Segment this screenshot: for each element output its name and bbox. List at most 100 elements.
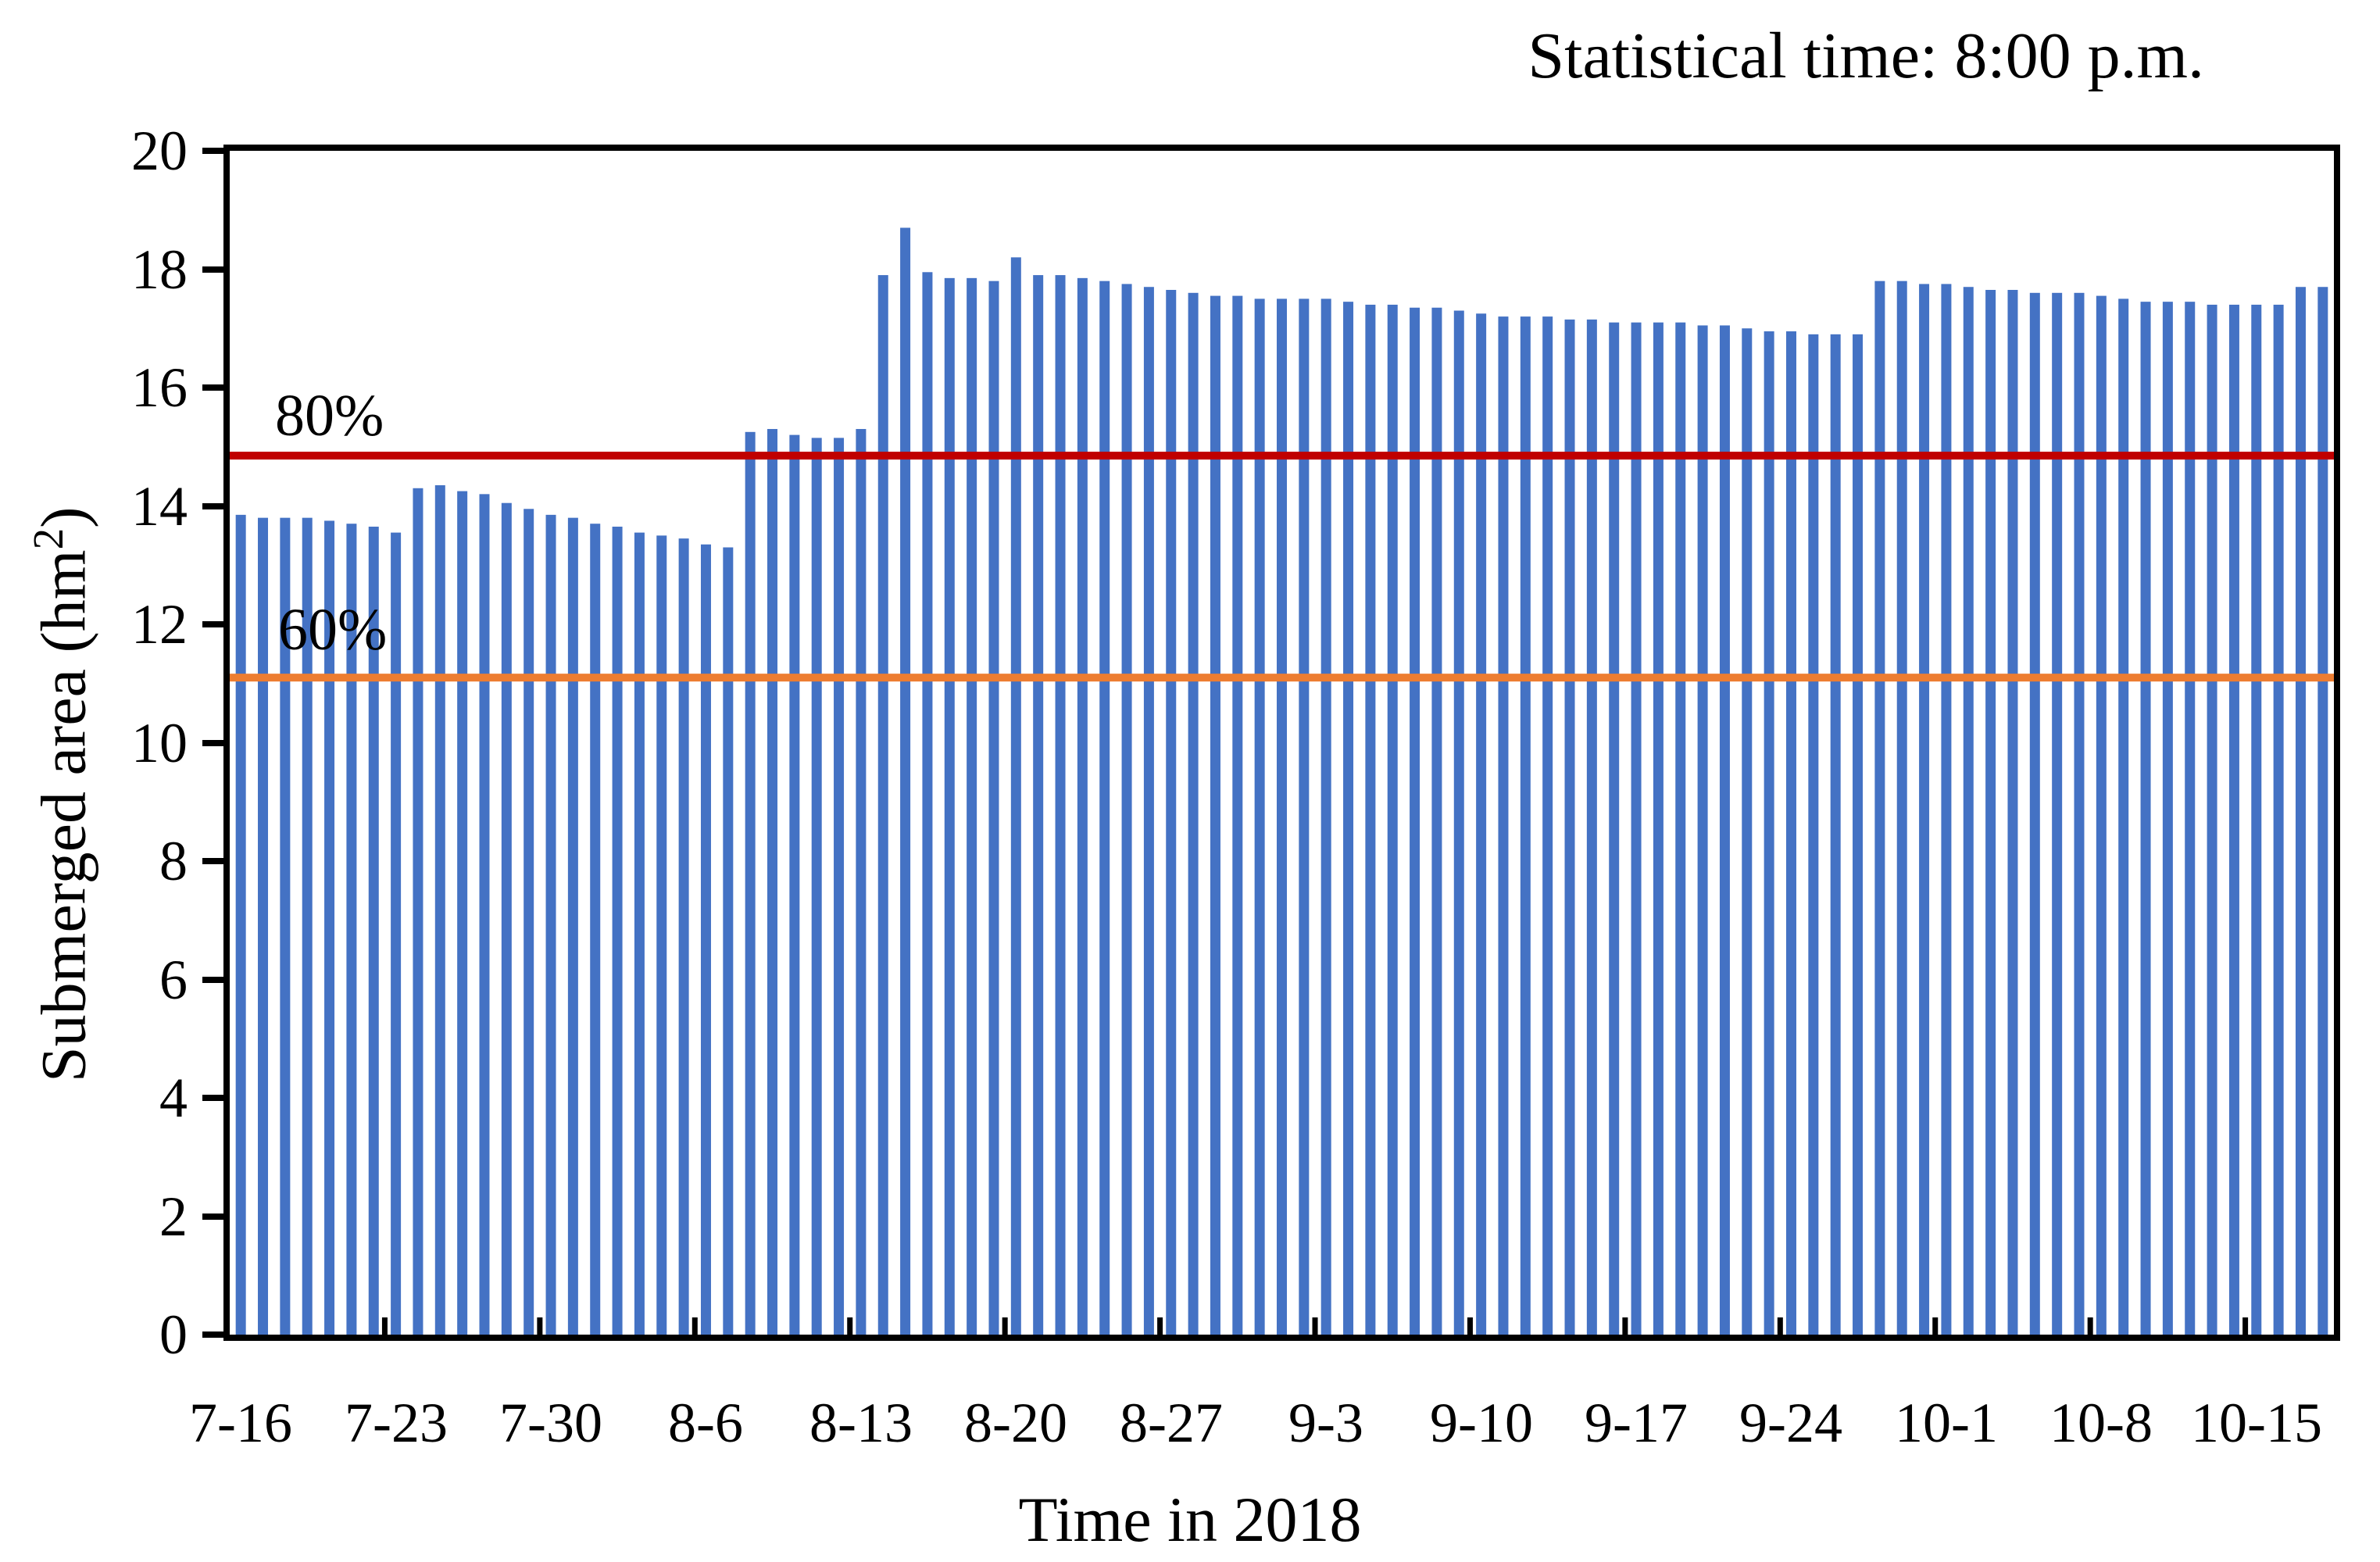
bar-7-19 [302, 517, 313, 1335]
bar-9-11 [1498, 316, 1509, 1335]
bar-7-25 [434, 484, 445, 1335]
bar-9-13 [1542, 316, 1553, 1335]
bar-8-11 [811, 438, 822, 1335]
bar-7-23 [391, 532, 402, 1335]
x-axis-tick [537, 1317, 543, 1335]
bar-7-24 [413, 488, 423, 1335]
bar-10-18 [2317, 287, 2328, 1335]
bar-10-5 [2029, 292, 2040, 1335]
y-tick-mark-2 [202, 1213, 223, 1220]
y-tick-mark-10 [202, 740, 223, 746]
bar-7-27 [479, 494, 490, 1335]
bar-10-3 [1985, 290, 1996, 1335]
bar-8-10 [789, 434, 800, 1335]
y-tick-label-16: 16 [131, 356, 188, 419]
bar-8-8 [745, 431, 756, 1335]
bar-8-29 [1210, 295, 1220, 1335]
x-axis-tick [381, 1317, 388, 1335]
bar-9-24 [1785, 331, 1796, 1335]
bar-8-18 [967, 277, 977, 1335]
y-tick-label-14: 14 [131, 475, 188, 538]
bar-9-12 [1520, 316, 1531, 1335]
bar-9-18 [1653, 322, 1663, 1335]
bar-7-21 [346, 524, 357, 1335]
bar-8-12 [834, 438, 845, 1335]
bar-10-8 [2096, 295, 2107, 1335]
x-axis-tick [1002, 1317, 1008, 1335]
bar-10-1 [1941, 284, 1952, 1335]
y-tick-mark-12 [202, 621, 223, 627]
bar-9-6 [1387, 304, 1398, 1335]
bar-9-8 [1431, 307, 1442, 1335]
bar-9-15 [1586, 319, 1597, 1335]
ref-line-label-80: 80% [275, 383, 384, 449]
bar-8-15 [900, 227, 911, 1335]
bar-9-4 [1343, 302, 1354, 1335]
bar-8-6 [700, 544, 711, 1335]
bar-8-5 [678, 538, 689, 1335]
bar-9-9 [1453, 310, 1464, 1335]
ref-line-60% [230, 674, 2334, 682]
x-tick-label-7-30: 7-30 [499, 1392, 602, 1454]
bar-8-31 [1254, 298, 1265, 1335]
plot-svg [230, 227, 2334, 1335]
x-tick-label-7-23: 7-23 [345, 1392, 448, 1454]
bar-9-29 [1896, 281, 1907, 1335]
bar-8-28 [1188, 292, 1199, 1335]
bar-8-23 [1077, 277, 1088, 1335]
bar-8-7 [723, 547, 734, 1335]
x-tick-label-9-10: 9-10 [1430, 1392, 1533, 1454]
y-tick-label-2: 2 [159, 1185, 188, 1248]
bar-10-12 [2185, 302, 2196, 1335]
bar-8-22 [1055, 275, 1066, 1335]
bar-10-14 [2228, 304, 2239, 1335]
y-tick-mark-6 [202, 977, 223, 983]
x-tick-label-8-6: 8-6 [668, 1392, 743, 1454]
bar-8-30 [1232, 295, 1243, 1335]
y-tick-label-4: 4 [159, 1067, 188, 1129]
bar-9-3 [1320, 298, 1331, 1335]
bar-7-22 [368, 527, 379, 1335]
y-tick-mark-4 [202, 1095, 223, 1101]
bar-9-14 [1564, 319, 1575, 1335]
bar-8-27 [1166, 290, 1177, 1335]
y-tick-label-10: 10 [131, 712, 188, 774]
bar-9-23 [1764, 331, 1774, 1335]
bar-10-13 [2207, 304, 2217, 1335]
bar-9-20 [1697, 325, 1708, 1335]
bar-9-1 [1277, 298, 1287, 1335]
y-tick-mark-18 [202, 266, 223, 273]
bar-10-11 [2162, 302, 2173, 1335]
y-tick-mark-14 [202, 503, 223, 509]
bar-10-4 [2007, 290, 2018, 1335]
x-tick-label-10-8: 10-8 [2049, 1392, 2153, 1454]
bar-8-17 [944, 277, 955, 1335]
bar-7-20 [324, 520, 335, 1335]
x-tick-label-8-20: 8-20 [964, 1392, 1067, 1454]
y-tick-mark-0 [202, 1331, 223, 1338]
x-axis-tick [1157, 1317, 1163, 1335]
y-tick-label-20: 20 [131, 120, 188, 182]
bar-9-28 [1874, 281, 1885, 1335]
bar-8-9 [767, 429, 778, 1335]
bar-8-2 [612, 527, 623, 1335]
bar-9-10 [1476, 313, 1487, 1335]
bar-7-31 [567, 517, 578, 1335]
x-axis-tick [1467, 1317, 1473, 1335]
x-tick-label-8-27: 8-27 [1120, 1392, 1223, 1454]
x-tick-label-10-15: 10-15 [2191, 1392, 2322, 1454]
x-axis-tick [1932, 1317, 1939, 1335]
ref-line-80% [230, 452, 2334, 460]
x-axis-title: Time in 2018 [1018, 1484, 1362, 1555]
bar-9-22 [1742, 328, 1753, 1335]
bar-7-16 [235, 514, 246, 1335]
x-axis-tick [2242, 1317, 2249, 1335]
bar-7-30 [545, 514, 556, 1335]
x-tick-label-10-1: 10-1 [1895, 1392, 1998, 1454]
x-axis-tick [691, 1317, 698, 1335]
bar-8-14 [877, 275, 888, 1335]
bar-10-15 [2251, 304, 2262, 1335]
bar-7-26 [457, 491, 468, 1335]
x-axis-tick [847, 1317, 853, 1335]
